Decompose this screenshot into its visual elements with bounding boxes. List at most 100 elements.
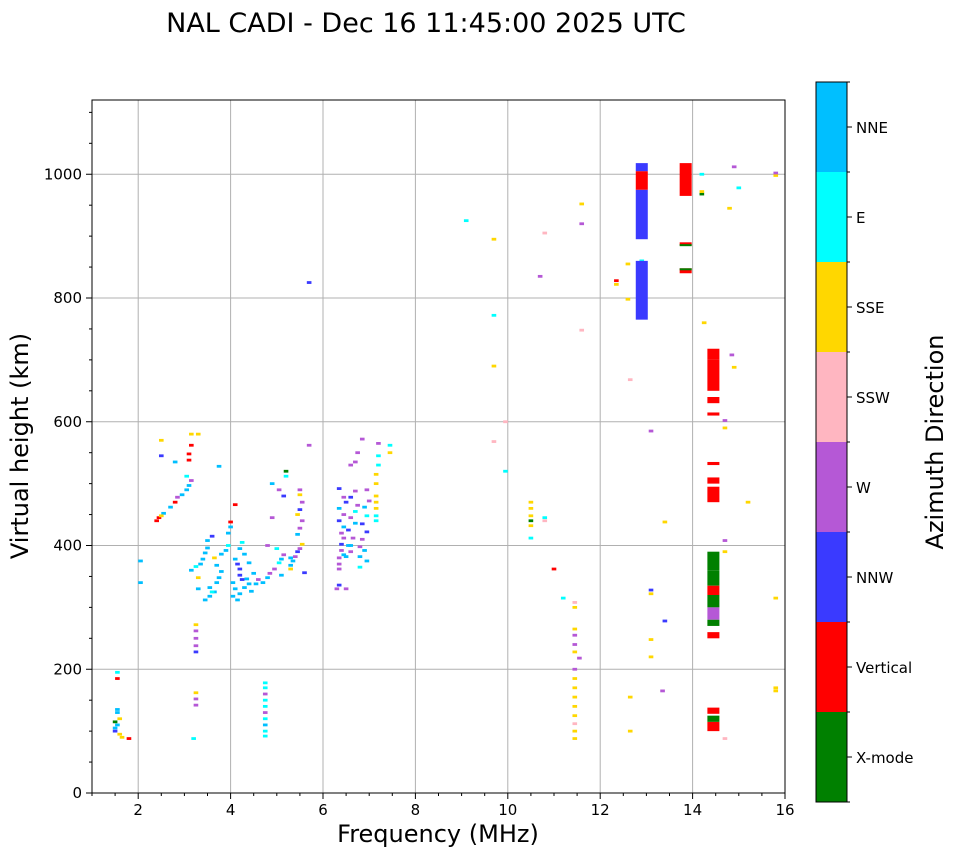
echo-bar bbox=[707, 707, 720, 714]
echo-point bbox=[295, 532, 300, 536]
echo-point bbox=[572, 643, 578, 646]
echo-point bbox=[364, 514, 370, 518]
echo-point bbox=[572, 737, 578, 740]
echo-point bbox=[362, 505, 367, 509]
x-tick-label: 2 bbox=[133, 801, 143, 819]
echo-point bbox=[572, 601, 578, 604]
echo-point bbox=[172, 500, 178, 504]
echo-point bbox=[722, 550, 728, 554]
x-tick-label: 6 bbox=[318, 801, 328, 819]
echo-bar bbox=[707, 721, 720, 732]
echo-point bbox=[207, 594, 213, 598]
colorbar-segment bbox=[816, 532, 847, 622]
echo-point bbox=[387, 443, 393, 447]
echo-point bbox=[341, 536, 347, 540]
echo-point bbox=[302, 571, 307, 575]
echo-point bbox=[189, 443, 194, 447]
echo-point bbox=[341, 553, 347, 557]
echo-point bbox=[503, 469, 508, 473]
echo-point bbox=[288, 556, 293, 560]
echo-point bbox=[364, 559, 370, 563]
echo-point bbox=[189, 432, 194, 436]
echo-point bbox=[297, 488, 303, 492]
echo-point bbox=[773, 596, 779, 600]
echo-point bbox=[202, 598, 208, 602]
echo-point bbox=[336, 519, 342, 523]
echo-point bbox=[348, 550, 354, 554]
echo-point bbox=[288, 563, 293, 567]
colorbar-label-w: W bbox=[856, 479, 871, 497]
echo-point bbox=[373, 472, 379, 476]
echo-point bbox=[357, 545, 363, 549]
echo-point bbox=[237, 567, 243, 571]
y-tick-label: 1000 bbox=[44, 165, 82, 183]
x-tick-label: 4 bbox=[226, 801, 236, 819]
echo-point bbox=[731, 365, 737, 369]
echo-bar bbox=[679, 268, 692, 274]
azimuth-colorbar: X-mode Vertical NNW W SSW SSE E NNE bbox=[815, 81, 913, 803]
echo-point bbox=[528, 506, 534, 510]
echo-point bbox=[336, 562, 342, 566]
echo-point bbox=[387, 451, 393, 455]
echo-point bbox=[209, 534, 215, 538]
echo-point bbox=[491, 237, 497, 241]
echo-point bbox=[228, 525, 233, 529]
x-tick-label: 14 bbox=[683, 801, 702, 819]
echo-point bbox=[364, 530, 370, 534]
echo-point bbox=[572, 667, 578, 671]
echo-point bbox=[126, 737, 132, 740]
echo-point bbox=[528, 536, 534, 540]
echo-point bbox=[179, 493, 185, 497]
echo-point bbox=[283, 469, 289, 473]
echo-point bbox=[235, 562, 240, 566]
echo-point bbox=[346, 528, 351, 532]
echo-point bbox=[572, 650, 578, 654]
colorbar-segment bbox=[816, 712, 847, 802]
echo-point bbox=[376, 463, 381, 467]
echo-point bbox=[662, 619, 668, 623]
echo-point bbox=[648, 588, 654, 592]
echo-point bbox=[216, 464, 222, 468]
echo-point bbox=[572, 729, 578, 733]
echo-bar bbox=[707, 359, 720, 391]
echo-point bbox=[722, 737, 728, 740]
echo-point bbox=[295, 513, 300, 516]
x-axis-label: Frequency (MHz) bbox=[337, 820, 539, 848]
echo-point bbox=[648, 655, 654, 659]
echo-point bbox=[357, 555, 363, 559]
colorbar-segment bbox=[816, 442, 847, 532]
y-tick-label: 800 bbox=[53, 289, 82, 307]
echo-point bbox=[232, 503, 238, 507]
colorbar-segment bbox=[816, 352, 847, 442]
echo-point bbox=[198, 562, 203, 566]
echo-point bbox=[373, 514, 379, 518]
echo-point bbox=[265, 576, 270, 580]
echo-point bbox=[205, 546, 210, 550]
echo-point bbox=[355, 451, 360, 455]
echo-point bbox=[230, 581, 236, 585]
echo-bar bbox=[707, 632, 720, 639]
echo-point bbox=[572, 605, 578, 609]
echo-point bbox=[195, 587, 201, 591]
echo-point bbox=[359, 522, 365, 526]
echo-point bbox=[542, 516, 548, 520]
echo-bar bbox=[707, 397, 720, 404]
echo-point bbox=[117, 717, 123, 721]
echo-point bbox=[262, 711, 268, 714]
echo-point bbox=[115, 670, 120, 674]
echo-point bbox=[279, 557, 284, 561]
echo-point bbox=[373, 494, 379, 498]
echo-point bbox=[246, 561, 252, 565]
echo-point bbox=[336, 567, 342, 571]
echo-point bbox=[269, 516, 275, 520]
echo-point bbox=[112, 726, 118, 730]
echo-point bbox=[297, 508, 303, 512]
y-tick-label: 600 bbox=[53, 413, 82, 431]
echo-point bbox=[745, 500, 751, 504]
echo-point bbox=[276, 488, 282, 492]
echo-point bbox=[579, 202, 585, 206]
echo-point bbox=[262, 729, 268, 733]
echo-point bbox=[115, 677, 120, 680]
echo-point bbox=[267, 571, 273, 575]
echo-point bbox=[288, 567, 293, 571]
